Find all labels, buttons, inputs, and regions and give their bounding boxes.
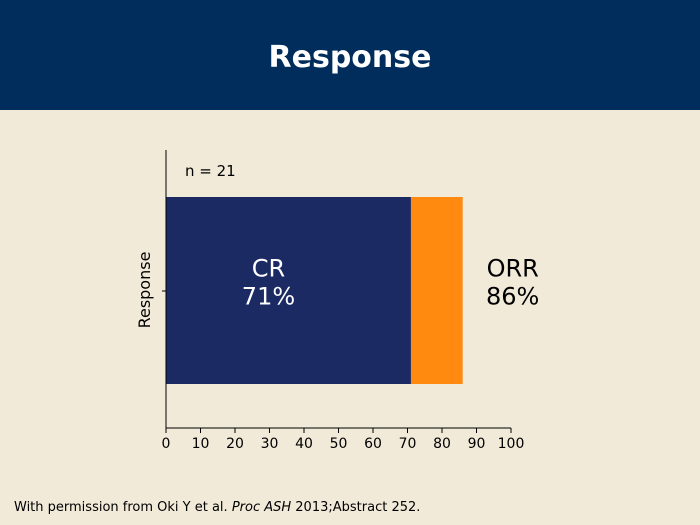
- x-tick-label: 70: [399, 436, 417, 452]
- segment-value-cr: 71%: [242, 283, 295, 311]
- x-tick-label: 40: [295, 436, 313, 452]
- segment-value-orr: 86%: [486, 283, 539, 311]
- x-tick-label: 10: [192, 436, 210, 452]
- citation-suffix: 2013;Abstract 252.: [291, 500, 421, 515]
- slide-title: Response: [268, 39, 432, 75]
- citation-journal: Proc ASH: [231, 500, 292, 515]
- n-annotation: n = 21: [185, 162, 236, 180]
- x-tick-label: 60: [364, 436, 382, 452]
- x-tick-label: 90: [468, 436, 486, 452]
- citation: With permission from Oki Y et al. Proc A…: [14, 500, 420, 515]
- x-tick-label: 0: [162, 436, 171, 452]
- y-axis-label: Response: [135, 252, 154, 329]
- segment-label-orr: ORR: [487, 255, 539, 283]
- segment-label-cr: CR: [252, 255, 285, 283]
- x-tick-label: 20: [226, 436, 244, 452]
- x-tick-label: 30: [261, 436, 279, 452]
- bar-segment-orr: [410, 197, 463, 384]
- x-tick-label: 80: [433, 436, 451, 452]
- citation-prefix: With permission from Oki Y et al.: [14, 500, 232, 515]
- x-tick-label: 50: [330, 436, 348, 452]
- title-bar: Response: [0, 0, 700, 110]
- bar-segment-cr: [166, 197, 411, 384]
- x-tick-label: 100: [498, 436, 525, 452]
